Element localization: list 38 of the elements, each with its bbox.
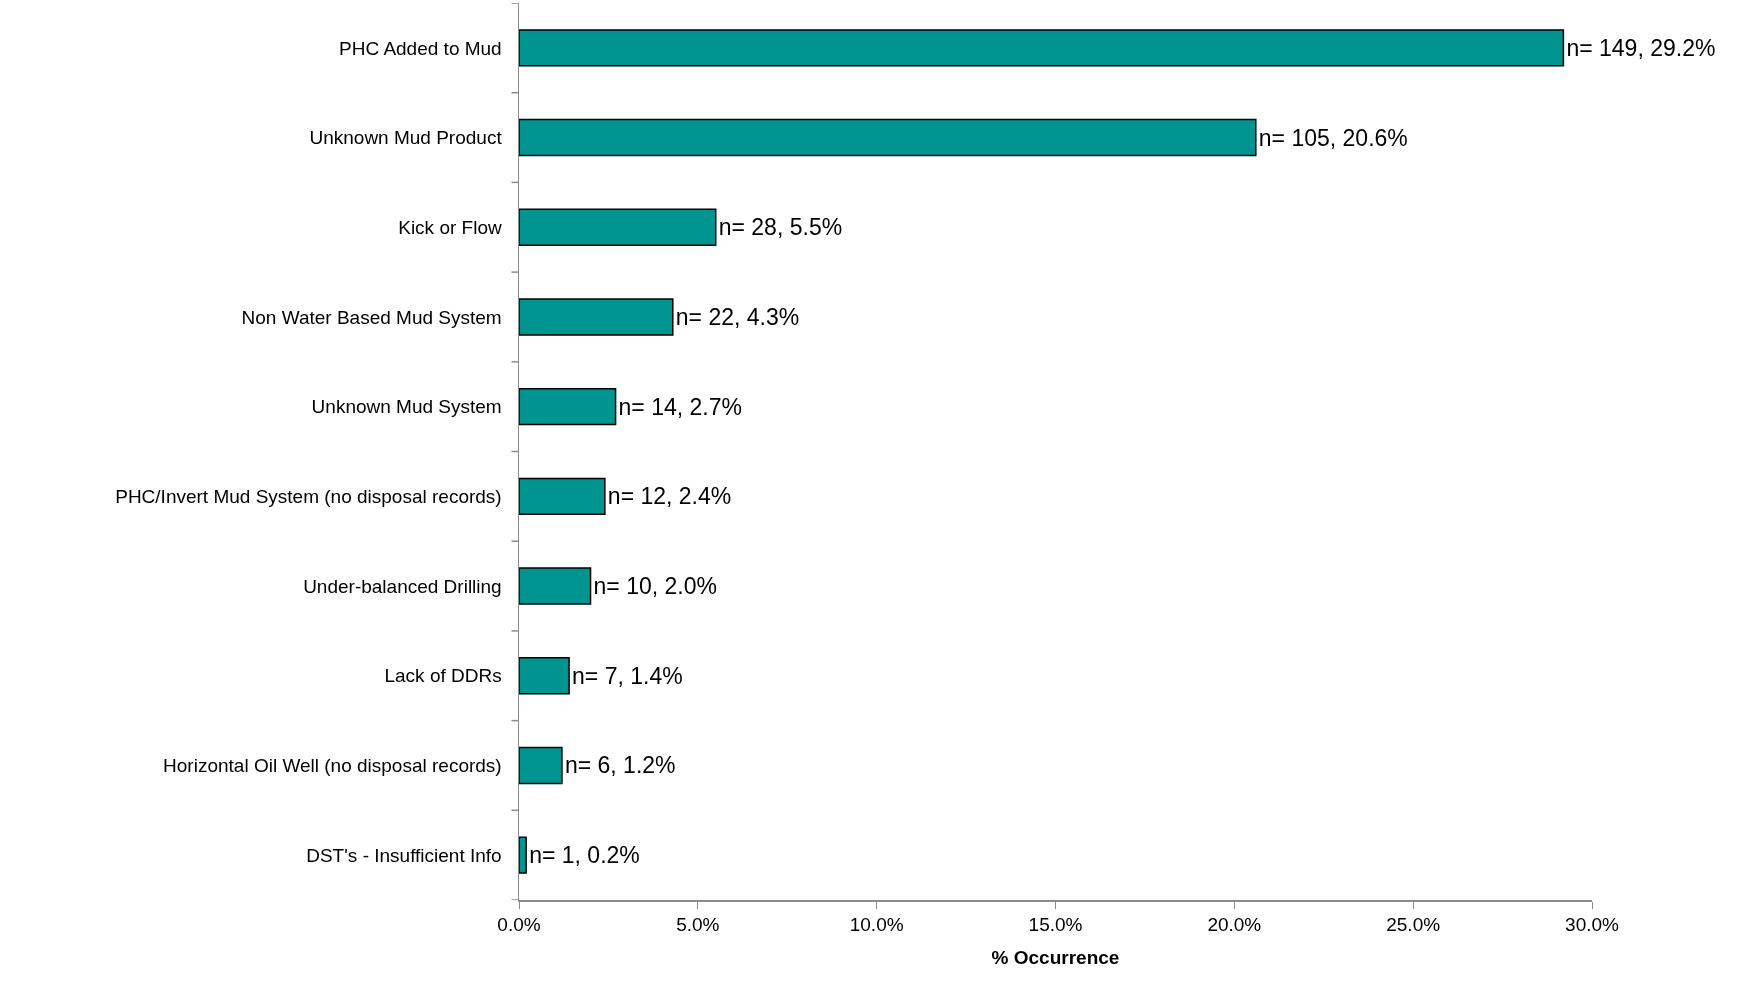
- data-label: n= 7, 1.4%: [572, 662, 683, 689]
- x-tick-label: 20.0%: [1207, 914, 1262, 936]
- bar: [519, 477, 606, 516]
- bar: [519, 298, 674, 336]
- data-label: n= 10, 2.0%: [593, 573, 717, 600]
- bar: [519, 208, 717, 246]
- y-tick-label: Unknown Mud System: [311, 396, 502, 418]
- bar: [519, 29, 1565, 67]
- x-tick-label: 0.0%: [497, 914, 541, 936]
- y-tick-label: Horizontal Oil Well (no disposal records): [163, 755, 502, 777]
- y-tick-label: Unknown Mud Product: [309, 127, 503, 149]
- y-tick-label: DST's - Insufficient Info: [306, 844, 502, 866]
- data-label: n= 12, 2.4%: [607, 483, 732, 510]
- data-label: n= 6, 1.2%: [564, 752, 676, 779]
- bar: [519, 118, 1257, 157]
- bar: [519, 387, 617, 426]
- y-tick-label: Under-balanced Drilling: [303, 575, 502, 597]
- data-label: n= 149, 29.2%: [1566, 34, 1716, 61]
- y-tick-label: PHC/Invert Mud System (no disposal records): [115, 486, 502, 507]
- x-tick-label: 30.0%: [1565, 914, 1620, 936]
- y-tick-label: Lack of DDRs: [384, 665, 502, 687]
- bar: [519, 567, 592, 605]
- bar: [519, 746, 563, 785]
- y-tick-label: Kick or Flow: [398, 216, 502, 238]
- x-tick-label: 15.0%: [1028, 914, 1083, 936]
- y-tick-label: Non Water Based Mud System: [241, 306, 502, 328]
- x-axis-title: % Occurrence: [991, 946, 1120, 968]
- data-label: n= 22, 4.3%: [675, 303, 800, 330]
- bar: [519, 836, 527, 874]
- data-label: n= 14, 2.7%: [618, 393, 742, 420]
- data-label: n= 105, 20.6%: [1258, 124, 1408, 151]
- x-tick-label: 5.0%: [676, 914, 720, 936]
- data-label: n= 1, 0.2%: [529, 842, 640, 869]
- data-label: n= 28, 5.5%: [718, 214, 843, 241]
- x-tick-label: 25.0%: [1386, 914, 1441, 936]
- x-tick-label: 10.0%: [849, 914, 904, 936]
- bar: [519, 657, 570, 695]
- y-tick-label: PHC Added to Mud: [339, 37, 502, 59]
